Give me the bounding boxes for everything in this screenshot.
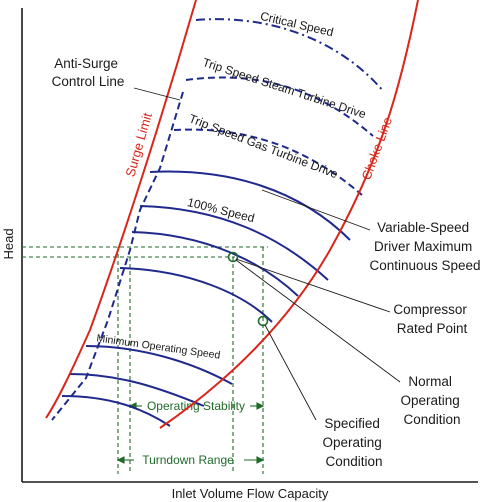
operating-guides [22, 246, 268, 474]
variable-speed-callout: Variable-Speed Driver Maximum Continuous… [369, 220, 480, 273]
operating-stability-label: Operating Stability [147, 399, 245, 413]
trip-steam-curve [185, 76, 374, 137]
speed-curve-3 [131, 231, 299, 297]
turndown-range [116, 456, 265, 464]
leader-specified-operating [264, 324, 317, 421]
speed-curve-6 [69, 373, 205, 407]
specified-operating-point [257, 315, 269, 327]
specified-operating-callout: Specified Operating Condition [322, 416, 385, 469]
speed-100-curve [139, 205, 329, 281]
trip-steam-label: Trip Speed Steam Turbine Drive [201, 55, 368, 121]
surge-limit-label: Surge Limit [122, 111, 155, 179]
choke-line [159, 0, 419, 429]
min-speed-curve [85, 345, 233, 385]
surge-limit-line [45, 0, 197, 419]
variable-speed-max-curve [149, 170, 351, 241]
turndown-range-label: Turndown Range [142, 453, 234, 467]
compressor-rated-callout: Compressor Rated Point [393, 302, 470, 336]
y-axis-label: Head [1, 228, 16, 259]
anti-surge-label: Anti-Surge Control Line [52, 56, 125, 89]
trip-gas-curve [173, 128, 363, 196]
speed-100-label: 100% Speed [186, 195, 256, 225]
speed-curve-4 [119, 267, 273, 323]
leader-normal-operating [235, 259, 401, 383]
critical-speed-label: Critical Speed [259, 9, 335, 39]
leader-variable-speed [261, 189, 371, 231]
critical-speed-curve [195, 18, 385, 93]
trip-gas-label: Trip Speed Gas Turbine Drive [187, 111, 340, 181]
normal-operating-callout: Normal Operating Condition [400, 374, 463, 427]
leader-compressor-rated [235, 258, 391, 313]
compressor-rated-point [227, 251, 239, 263]
speed-curves [61, 170, 351, 427]
speed-curve-7 [61, 395, 171, 427]
anti-surge-control-line [51, 91, 184, 421]
choke-line-label: Choke Line [358, 115, 395, 182]
leader-anti-surge [133, 87, 181, 101]
x-axis-label: Inlet Volume Flow Capacity [172, 486, 329, 501]
leader-lines [133, 87, 401, 421]
